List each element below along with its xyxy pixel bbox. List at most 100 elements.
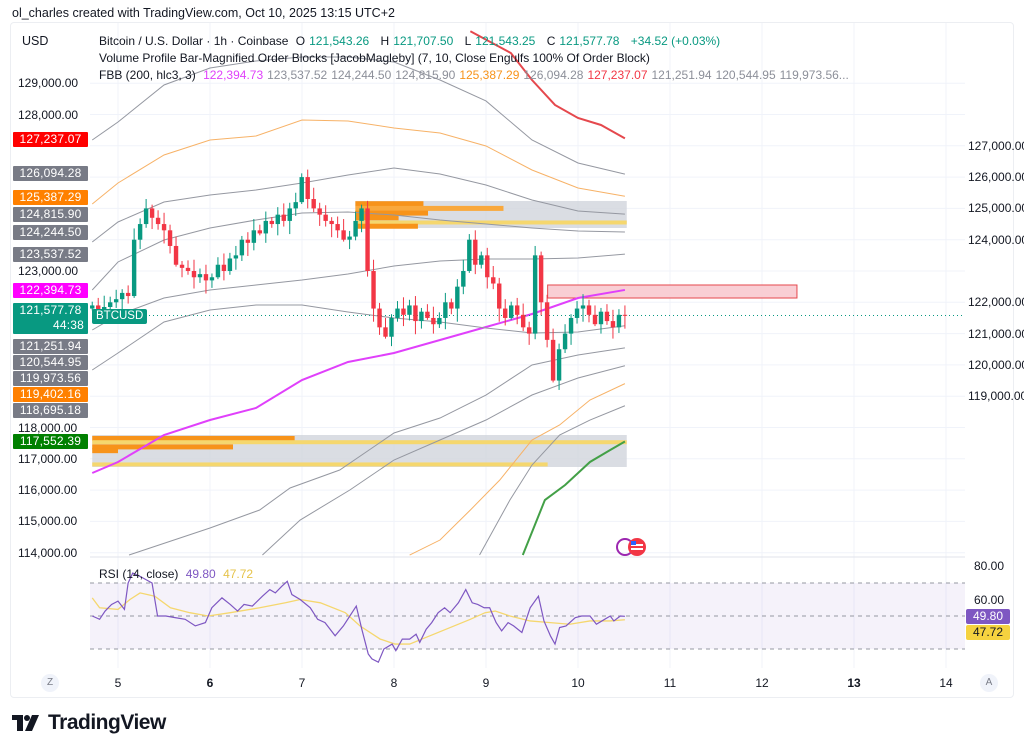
- candle-body: [413, 305, 418, 322]
- candle-body: [449, 302, 454, 309]
- candle-body: [377, 308, 382, 328]
- candle: [503, 299, 508, 326]
- price-axis-tick: 124,000.00: [968, 232, 1024, 247]
- price-axis-tick: 119,000.00: [968, 389, 1024, 404]
- candle-body: [520, 314, 526, 328]
- time-axis-label: 9: [482, 676, 490, 690]
- candle-body: [239, 239, 245, 256]
- time-axis-label: 11: [663, 676, 677, 690]
- candle-body: [556, 349, 562, 381]
- fbb-value: 119,973.56...: [779, 68, 849, 82]
- candle: [443, 292, 448, 330]
- candle-body: [485, 255, 490, 278]
- price-tag: 119,973.56: [13, 371, 88, 386]
- candle-body: [443, 302, 448, 318]
- ohlc-open: O 121,543.26: [295, 34, 370, 48]
- candle-body: [167, 230, 173, 246]
- fbb-band-line: [91, 119, 626, 205]
- symbol-description[interactable]: Bitcoin / U.S. Dollar · 1h · Coinbase: [99, 34, 289, 48]
- news-flag-icon[interactable]: [614, 536, 650, 558]
- zoom-reset-button[interactable]: Z: [41, 674, 59, 692]
- candle: [125, 285, 131, 304]
- fbb-value: 127,237.07: [587, 68, 648, 82]
- candle: [479, 251, 484, 269]
- candle-body: [191, 271, 197, 278]
- candle: [509, 301, 514, 320]
- tradingview-logo[interactable]: TradingView: [12, 711, 166, 735]
- fbb-value: 124,815.90: [395, 68, 456, 82]
- candle: [568, 314, 574, 345]
- currency-label[interactable]: USD: [22, 34, 49, 48]
- volume-profile-row: [355, 220, 627, 225]
- candle-body: [622, 314, 628, 316]
- candle: [359, 204, 364, 233]
- candle-body: [419, 311, 424, 322]
- candle-body: [425, 311, 430, 318]
- candle: [179, 260, 185, 278]
- time-axis-label: 8: [390, 676, 398, 690]
- price-axis-tick: 129,000.00: [18, 76, 79, 91]
- candle-body: [491, 277, 496, 284]
- candle-body: [131, 239, 137, 297]
- volume-profile-row: [355, 215, 399, 221]
- candle-body: [323, 214, 328, 221]
- fbb-values: 122,394.73 123,537.52 124,244.50 124,815.90…: [203, 68, 853, 82]
- candle: [215, 257, 221, 280]
- chart-frame: [10, 22, 1014, 698]
- fbb-band-line: [91, 288, 626, 474]
- candle: [275, 207, 280, 236]
- candle-body: [347, 236, 352, 240]
- price-tag: 119,402.16: [13, 387, 88, 402]
- candle-body: [574, 308, 580, 318]
- auto-scale-button[interactable]: A: [980, 674, 998, 692]
- ohlc-close: C 121,577.78: [546, 34, 620, 48]
- price-tag: 124,815.90: [13, 207, 88, 222]
- price-axis-tick: 127,000.00: [968, 138, 1024, 153]
- fbb-value: 124,244.50: [331, 68, 392, 82]
- candle-body: [359, 208, 364, 221]
- fbb-value: 125,387.29: [459, 68, 520, 82]
- candle-body: [185, 267, 191, 271]
- rsi-legend[interactable]: RSI (14, close) 49.80 47.72: [99, 567, 257, 581]
- fbb-band-line: [262, 365, 626, 556]
- candle-body: [532, 255, 538, 334]
- candle-body: [203, 274, 209, 281]
- candle: [167, 224, 173, 254]
- candle: [610, 309, 616, 339]
- fbb-band-line: [91, 304, 625, 371]
- candle-body: [353, 220, 358, 237]
- candle: [239, 235, 245, 261]
- candle-body: [550, 339, 556, 381]
- candle-body: [149, 208, 155, 218]
- indicator-legend-order-blocks[interactable]: Volume Profile Bar-Magnified Order Block…: [99, 51, 650, 65]
- candle-body: [586, 305, 592, 315]
- candle: [197, 268, 203, 283]
- volume-profile-row: [92, 462, 548, 467]
- candle: [245, 232, 251, 256]
- candle-body: [437, 317, 442, 325]
- candle-body: [467, 239, 472, 271]
- candle-body: [562, 333, 568, 350]
- candle: [425, 304, 430, 320]
- volume-profile-row: [355, 205, 504, 211]
- rsi-ma-value-tag: 47.72: [966, 625, 1010, 640]
- candle-body: [604, 311, 610, 322]
- candle-body: [251, 230, 257, 243]
- fbb-band-line: [91, 56, 626, 175]
- fbb-value: 121,251.94: [651, 68, 712, 82]
- indicator-legend-fbb[interactable]: FBB (200, hlc3, 3) 122,394.73 123,537.52 1…: [99, 68, 857, 82]
- rsi-pane: [90, 572, 965, 664]
- candle: [592, 305, 598, 327]
- time-axis-label: 6: [206, 676, 214, 690]
- candle-body: [155, 217, 161, 225]
- candle-body: [371, 271, 376, 309]
- price-axis-tick: 116,000.00: [18, 483, 78, 498]
- candle: [161, 212, 167, 244]
- candle: [90, 301, 95, 311]
- candle-body: [143, 208, 149, 225]
- symbol-price-tag: BTCUSD: [92, 309, 148, 324]
- price-tag: 117,552.39: [13, 434, 88, 449]
- candle-body: [329, 220, 334, 225]
- candle-body: [299, 177, 304, 203]
